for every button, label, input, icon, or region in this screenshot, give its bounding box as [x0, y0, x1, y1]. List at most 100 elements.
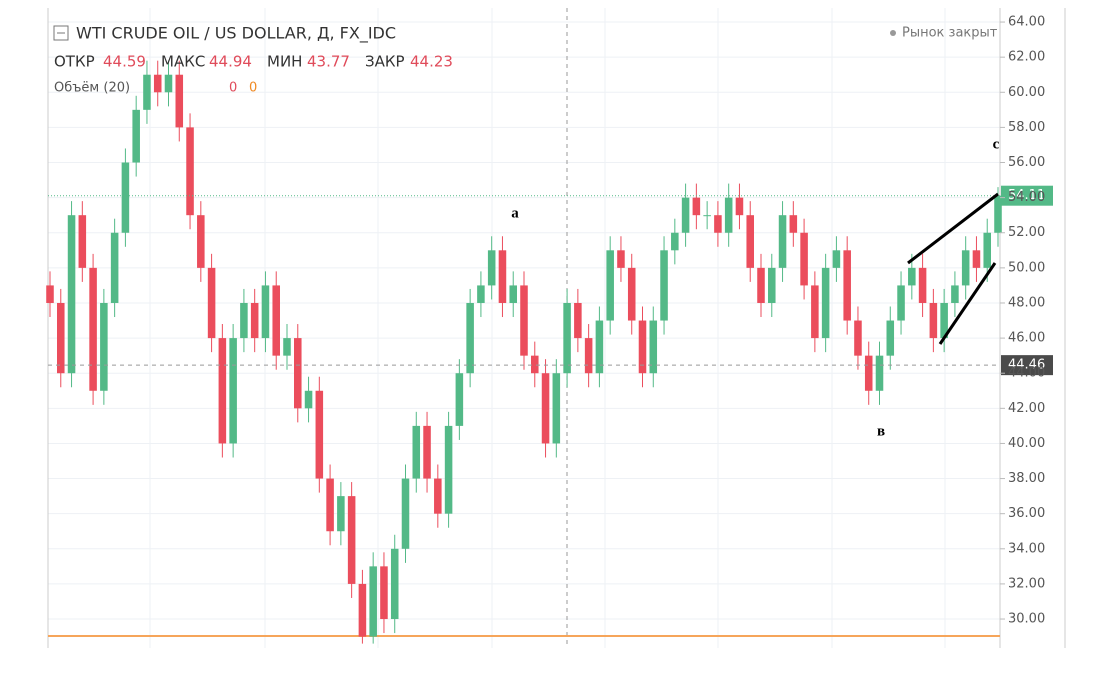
candles [46, 60, 1002, 644]
ohlc-label: МАКС [161, 53, 205, 71]
ohlc-value: 44.59 [103, 53, 146, 71]
y-tick-label: 56.00 [1008, 155, 1045, 170]
y-tick-label: 64.00 [1008, 15, 1045, 30]
candle-body [918, 267, 927, 303]
candle-body [617, 250, 625, 268]
y-tick-label: 32.00 [1008, 576, 1045, 591]
candle-body [811, 285, 819, 339]
last-price-label: 54.11 [1008, 188, 1045, 203]
candle-body [649, 320, 658, 374]
candle-body [337, 496, 345, 532]
candle-body [487, 250, 496, 286]
candle-body [714, 215, 722, 233]
trend-line [907, 192, 999, 265]
candle-body [638, 320, 647, 374]
ohlc-label: ОТКР [54, 53, 95, 71]
annotation: a [511, 205, 519, 221]
collapse-icon[interactable] [53, 25, 69, 41]
candle-body [886, 320, 895, 356]
candle-body [929, 302, 938, 339]
candle-body [821, 267, 830, 339]
candle-body [843, 250, 851, 321]
candle-body [552, 373, 561, 444]
volume-value: 0 [249, 81, 257, 96]
candle-body [660, 250, 668, 321]
cursor-price-label: 44.46 [1008, 358, 1045, 373]
candle-body [423, 425, 431, 479]
y-tick-label: 42.00 [1008, 401, 1045, 416]
y-tick-label: 46.00 [1008, 331, 1045, 346]
candle-body [100, 302, 108, 391]
market-status: Рынок закрыт [902, 26, 998, 41]
candle-body [390, 548, 399, 620]
ohlc-label: МИН [267, 53, 302, 71]
candle-body [175, 74, 184, 128]
candle-body [434, 478, 442, 514]
y-tick-label: 58.00 [1008, 120, 1045, 135]
candle-body [681, 197, 690, 233]
ohlc-value: 43.77 [307, 53, 350, 71]
candle-body [186, 127, 194, 216]
candle-body [983, 232, 991, 268]
candle-body [606, 250, 614, 321]
candle-body [854, 320, 862, 356]
y-tick-label: 40.00 [1008, 436, 1045, 451]
candle-body [972, 250, 981, 268]
y-tick-label: 60.00 [1008, 85, 1045, 100]
last-price-box [1001, 185, 1053, 206]
y-tick-label: 54.00 [1008, 190, 1045, 205]
candle-body [250, 302, 259, 339]
candle-body [304, 390, 313, 409]
candle-body [541, 373, 550, 444]
candle-body [466, 302, 474, 374]
candle-body [412, 425, 421, 479]
candle-body [78, 215, 87, 268]
candle-body [57, 302, 65, 374]
status-dot [890, 30, 896, 36]
candle-body [110, 232, 119, 303]
candle-body [369, 566, 377, 637]
candle-body [164, 74, 173, 93]
candle-body [380, 566, 388, 620]
candle-body [197, 215, 205, 268]
candle-body [951, 285, 959, 303]
trend-line [938, 262, 997, 345]
y-tick-label: 48.00 [1008, 295, 1045, 310]
candle-body [520, 285, 528, 356]
y-tick-label: 50.00 [1008, 260, 1045, 275]
candle-body [294, 338, 302, 409]
candle-body [832, 250, 841, 268]
candle-body [627, 267, 636, 321]
ohlc-value: 44.94 [209, 53, 252, 71]
candle-body [229, 338, 237, 444]
volume-value: 0 [229, 81, 237, 96]
y-tick-label: 36.00 [1008, 506, 1045, 521]
candle-body [401, 478, 410, 549]
ohlc-value: 44.23 [410, 53, 453, 71]
candle-body [477, 285, 485, 303]
candle-body [272, 285, 280, 356]
candle-body [908, 267, 916, 286]
candle-body [509, 285, 517, 303]
candle-body [218, 338, 227, 444]
candle-body [498, 250, 507, 303]
candle-body [961, 250, 970, 286]
volume-label: Объём (20) [54, 81, 130, 96]
candle-body [347, 496, 356, 584]
candle-body [283, 338, 291, 356]
candle-body [800, 232, 808, 286]
candle-body [143, 74, 151, 110]
candle-body [584, 338, 593, 374]
candle-body [240, 302, 248, 339]
candle-body [563, 302, 571, 374]
candle-body [574, 302, 582, 339]
candle-body [703, 215, 711, 217]
symbol-title: WTI CRUDE OIL / US DOLLAR, Д, FX_IDC [76, 24, 396, 44]
candle-body [326, 478, 334, 532]
candle-body [315, 390, 324, 479]
candle-body [768, 267, 776, 303]
candle-body [671, 232, 679, 251]
candle-body [531, 355, 539, 374]
candle-body [692, 197, 701, 216]
